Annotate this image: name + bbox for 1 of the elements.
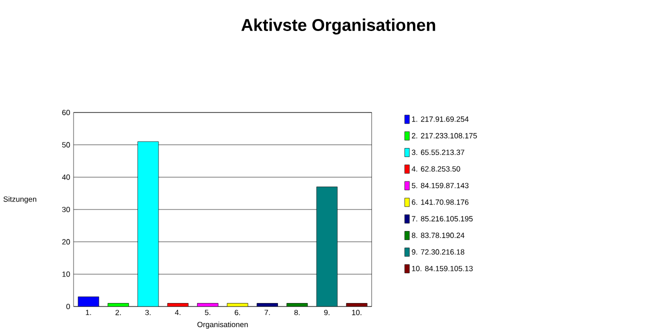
chart-title: Aktivste Organisationen bbox=[241, 18, 436, 35]
